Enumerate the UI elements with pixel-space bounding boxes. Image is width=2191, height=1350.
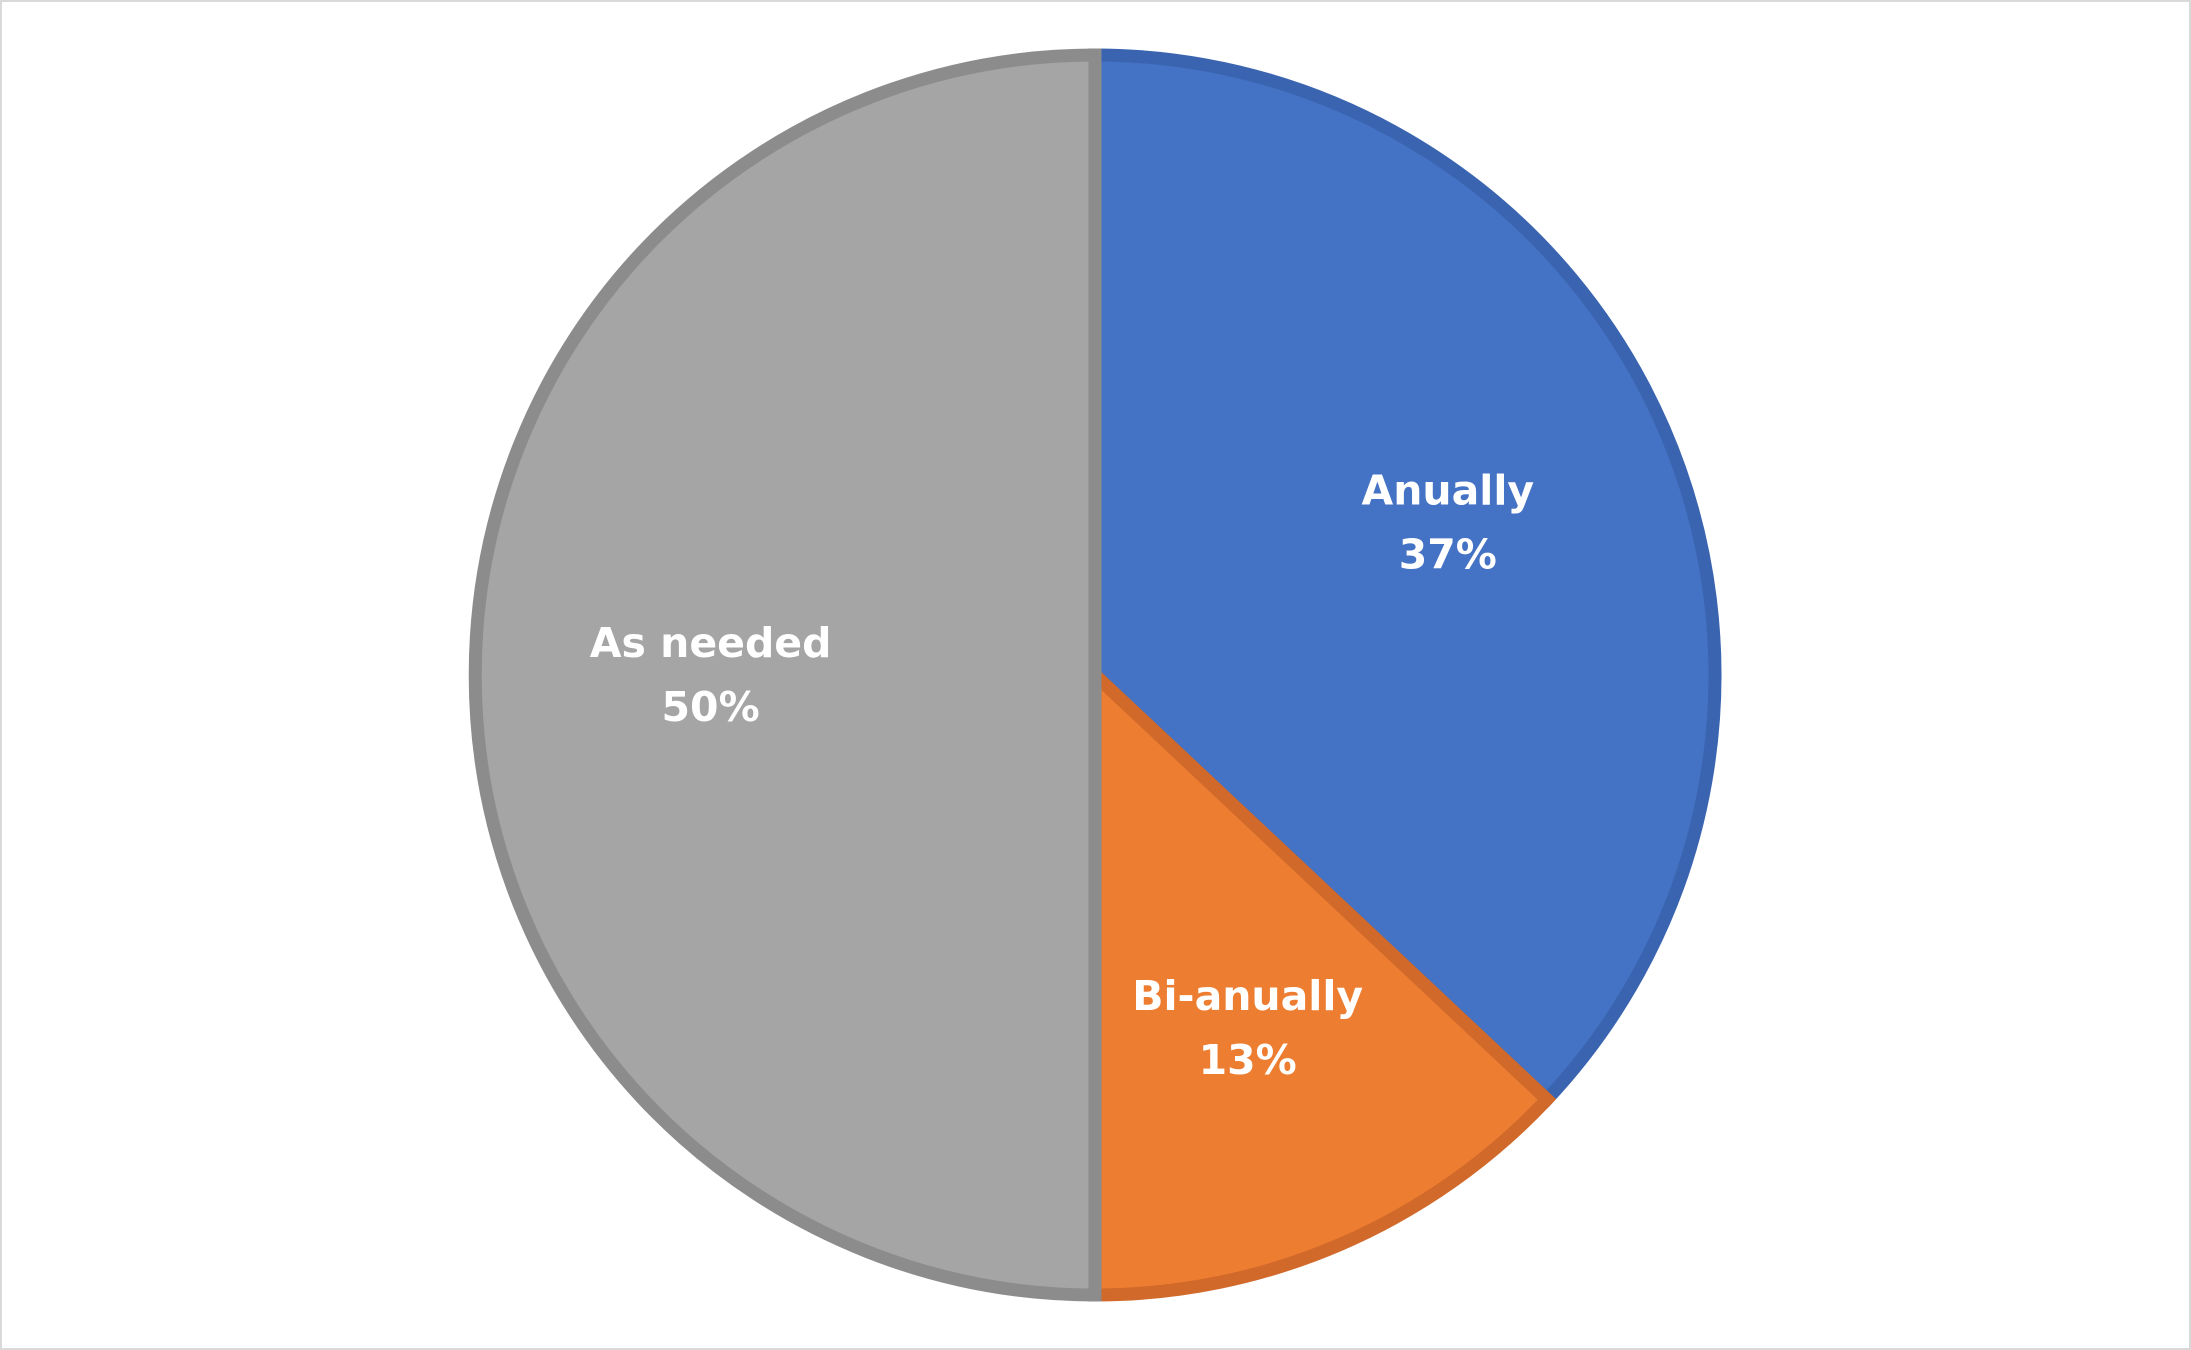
pie-slice-bi-anually bbox=[1088, 659, 1557, 1302]
pie-slice-as-needed bbox=[468, 48, 1102, 1302]
data-label-name-bi-anually: Bi-anually bbox=[1132, 972, 1363, 1020]
data-label-value-anually: 37% bbox=[1399, 530, 1497, 578]
pie-slice-anually bbox=[1088, 48, 1722, 1109]
data-label-name-anually: Anually bbox=[1361, 466, 1534, 514]
data-label-name-as-needed: As needed bbox=[590, 619, 832, 667]
pie-labels: Anually 37% Bi-anually 13% As needed 50% bbox=[590, 466, 1534, 1084]
pie-slices bbox=[468, 48, 1722, 1302]
data-label-value-bi-anually: 13% bbox=[1199, 1036, 1297, 1084]
data-label-value-as-needed: 50% bbox=[662, 683, 760, 731]
